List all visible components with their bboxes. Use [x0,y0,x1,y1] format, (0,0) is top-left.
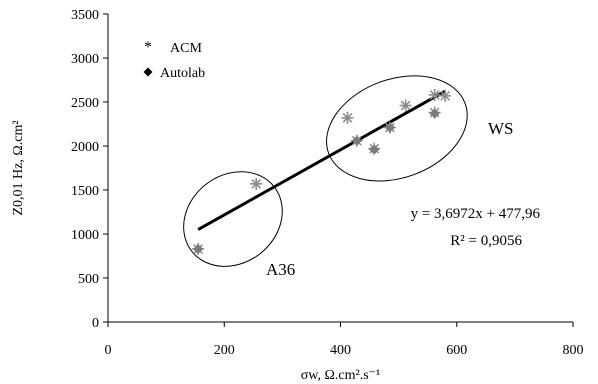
autolab-point [351,135,362,146]
data-points [192,88,452,255]
acm-point [428,88,441,101]
y-axis-title: Z0,01 Hz, Ω.cm² [11,120,26,215]
x-tick-label: 600 [446,343,467,358]
y-tick-label: 3500 [71,8,99,23]
legend: * ACM Autolab [143,39,205,81]
ticks: 0 500 1000 1500 2000 2500 3000 3500 0 200 400 600 80… [71,8,584,358]
acm-point [341,111,354,124]
group-ellipse-ws [326,75,468,182]
trendline-r2: R² = 0,9056 [450,233,522,249]
x-tick-label: 200 [214,343,235,358]
asterisk-stroke [400,100,411,111]
annotations: y = 3,6972x + 477,96 R² = 0,9056 [411,206,541,249]
x-axis-title: σw, Ω.cm².s⁻¹ [301,368,381,383]
autolab-point [429,108,440,119]
legend-label-acm: ACM [170,41,202,56]
y-tick-label: 2500 [71,96,99,111]
acm-point [399,99,412,112]
y-tick-label: 3000 [71,52,99,67]
axes [107,14,573,323]
y-tick-label: 1500 [71,184,99,199]
y-tick-label: 0 [92,316,99,331]
trendline [197,89,446,231]
autolab-point [369,144,380,155]
trendline-equation: y = 3,6972x + 477,96 [411,206,541,222]
asterisk-stroke [342,112,353,123]
legend-asterisk-icon: * [144,39,152,56]
acm-point [439,89,452,102]
asterisk-stroke [251,178,262,189]
x-tick-label: 800 [563,343,584,358]
x-tick-label: 0 [105,343,112,358]
group-label-ws: WS [488,119,514,138]
asterisk-stroke [440,90,451,101]
trendline-group [197,89,446,231]
x-tick-label: 400 [330,343,351,358]
acm-point [250,177,263,190]
autolab-point [193,243,204,254]
legend-diamond-icon [143,67,153,77]
autolab-point [384,122,395,133]
group-label-a36: A36 [266,260,295,279]
y-tick-label: 2000 [71,140,99,155]
group-ellipses: A36 WS [183,75,514,279]
y-tick-label: 500 [78,272,99,287]
asterisk-stroke [429,90,440,100]
y-tick-label: 1000 [71,228,99,243]
legend-label-autolab: Autolab [160,66,205,81]
